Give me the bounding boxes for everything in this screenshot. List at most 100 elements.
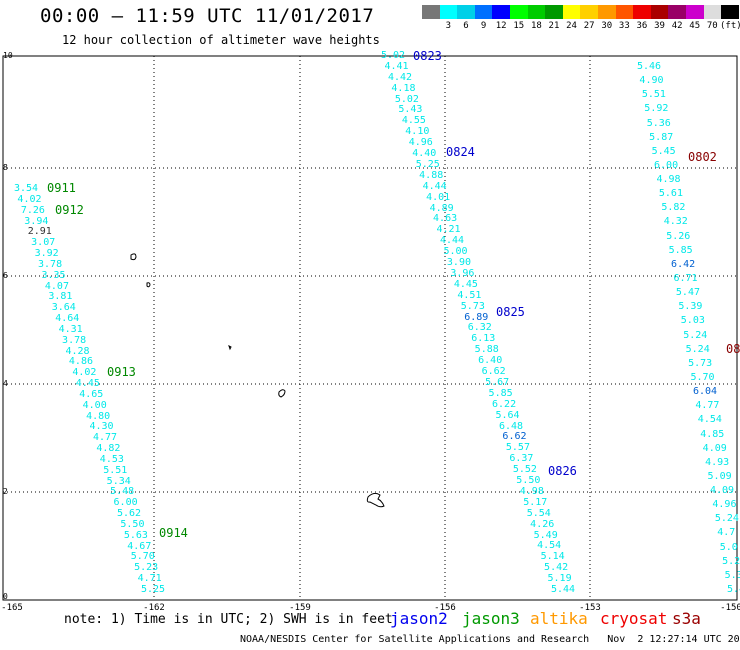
wave-height-value: 3.96: [450, 267, 475, 279]
satellite-legend-item: altika: [530, 609, 588, 628]
wave-height-value: 5.82: [661, 202, 686, 214]
satellite-legend-item: jason2: [390, 609, 448, 628]
y-axis-tick-label: 0: [3, 592, 8, 601]
wave-height-value: 6.62: [502, 431, 527, 443]
wave-height-value: 6.13: [471, 333, 496, 345]
island-necker: [146, 282, 151, 288]
wave-height-value: 5.67: [485, 376, 510, 388]
wave-height-value: 5.54: [526, 507, 551, 519]
color-scale-label: 30: [601, 21, 613, 31]
y-axis-tick-label: 10: [3, 51, 13, 60]
color-swatch: [527, 5, 546, 19]
wave-height-value: 5.24: [683, 329, 708, 341]
wave-height-value: 5.61: [658, 188, 683, 200]
wave-height-value: 5.03: [680, 315, 705, 327]
wave-height-value: 4.51: [457, 289, 482, 301]
wave-height-value: 4.01: [426, 191, 451, 203]
wave-height-value: 6.00: [113, 497, 138, 509]
wave-height-value: 5.85: [668, 244, 693, 256]
color-scale-label: 15: [513, 21, 525, 31]
color-swatch: [685, 5, 704, 19]
pass-time-label: 0826: [548, 464, 577, 478]
wave-height-value: 4.88: [419, 169, 444, 181]
pass-time-label: 0911: [47, 181, 76, 195]
wave-height-value: 5.02: [394, 93, 419, 105]
islands: [130, 253, 385, 508]
wave-height-value: 5.39: [678, 301, 703, 313]
wave-height-value: 3.92: [34, 248, 59, 260]
color-scale-label: 39: [654, 21, 665, 31]
pass-time-label: 0914: [159, 526, 188, 540]
wave-height-value: 4.31: [58, 323, 83, 335]
wave-height-value: 4.30: [89, 421, 114, 433]
x-axis-tick-label: -150: [720, 603, 740, 613]
color-swatch: [597, 5, 616, 19]
color-swatch: [422, 5, 440, 19]
color-scale-label: 18: [530, 21, 542, 31]
wave-height-value: 4.44: [422, 180, 447, 192]
x-axis-tick-label: -159: [289, 603, 311, 613]
color-scale-bar: [422, 5, 739, 19]
wave-height-value: 5.73: [688, 357, 713, 369]
pass-time-label: 0825: [496, 305, 525, 319]
wave-height-value: 5.49: [533, 529, 558, 541]
wave-height-value: 4.54: [697, 414, 722, 426]
wave-height-value: 4.28: [65, 345, 90, 357]
wave-height-value: 6.32: [467, 322, 492, 334]
color-scale-label: 3: [445, 21, 452, 31]
wave-height-value: 5.50: [516, 475, 541, 487]
satellite-legend-item: jason3: [462, 609, 520, 628]
wave-height-value: 5.51: [641, 89, 666, 101]
wave-height-value: 4.96: [408, 137, 433, 149]
wave-height-value: 5.43: [398, 104, 423, 116]
color-scale-labels: 3 6 9 12 15 18 21 24 27 30 33 36 39 42 45 70: [422, 21, 721, 31]
satellite-legend-item: s3a: [672, 609, 701, 628]
wave-height-value: 6.22: [492, 398, 517, 410]
map-title: 00:00 – 11:59 UTC 11/01/2017: [40, 5, 375, 27]
x-axis-tick-label: -153: [579, 603, 601, 613]
color-scale-label: 33: [618, 21, 630, 31]
wave-height-value: 4.67: [127, 540, 152, 552]
color-swatch: [615, 5, 634, 19]
island-oahu: [366, 492, 385, 508]
color-swatch: [703, 5, 722, 19]
wave-height-value: 5.26: [666, 230, 691, 242]
wave-height-value: 3.78: [62, 334, 87, 346]
wave-height-value: 5.48: [110, 486, 135, 498]
wave-height-value: 3.78: [38, 258, 63, 270]
wave-height-value: 4.90: [639, 75, 664, 87]
x-axis-tick-label: -165: [1, 603, 23, 613]
color-scale-label: 6: [463, 21, 469, 31]
color-scale-label: 24: [566, 21, 577, 31]
wave-height-value: 6.37: [509, 453, 534, 465]
pass-time-label: 0802: [688, 150, 717, 164]
wave-height-value: 6.00: [654, 159, 679, 171]
wave-height-value: 5.85: [488, 387, 513, 399]
wave-height-value: 5.57: [505, 442, 530, 454]
x-axis-tick-label: -156: [434, 603, 456, 613]
wave-height-value: 5.0: [719, 541, 738, 553]
wave-height-value: 4.98: [656, 174, 681, 186]
wave-height-value: 6.04: [692, 386, 718, 398]
wave-height-value: 4.64: [55, 313, 80, 325]
wave-height-value: 4.82: [96, 443, 121, 455]
wave-height-value: 4.42: [387, 71, 413, 83]
wave-height-value: 5.24: [685, 343, 710, 355]
wave-height-value: 4.77: [695, 400, 720, 412]
color-swatch: [668, 5, 686, 19]
color-swatch: [650, 5, 669, 19]
x-axis-tick-label: -162: [143, 603, 165, 613]
y-axis-tick-label: 2: [3, 487, 8, 496]
pass-time-label: 0912: [55, 203, 84, 217]
wave-height-value: 4.44: [439, 235, 465, 247]
color-swatch: [509, 5, 528, 19]
pass-time-label: 0823: [413, 49, 442, 63]
wave-height-value: 4.86: [68, 356, 93, 368]
wave-height-value: 6.42: [671, 258, 696, 270]
wave-height-value: 3.54: [14, 183, 39, 194]
wave-height-value: 5.4: [727, 584, 740, 595]
color-scale-label: 9: [480, 21, 487, 31]
color-swatch: [721, 5, 739, 19]
wave-height-value: 5.00: [443, 246, 468, 258]
